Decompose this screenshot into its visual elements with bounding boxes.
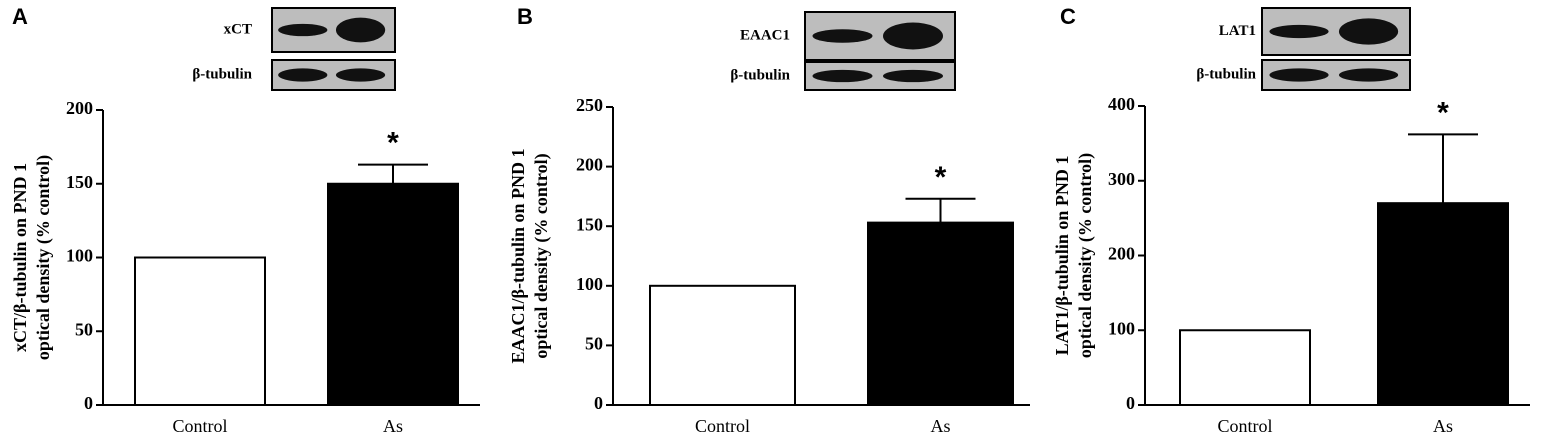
y-axis-label: xCT/β-tubulin on PND 1 <box>10 163 30 352</box>
blot-label: β-tubulin <box>1196 66 1256 82</box>
panel-letter: C <box>1060 4 1076 29</box>
bar <box>134 256 266 406</box>
y-tick-label: 200 <box>1108 244 1135 264</box>
significance-marker: * <box>1437 96 1449 129</box>
blot-label: xCT <box>224 21 252 37</box>
blot-band <box>812 29 873 43</box>
blot-label: β-tubulin <box>730 67 790 83</box>
y-tick-label: 50 <box>585 334 603 354</box>
blot-band <box>812 69 873 83</box>
blot-band <box>1269 68 1329 82</box>
blot-band <box>883 22 943 50</box>
x-tick-label: Control <box>172 416 227 436</box>
blot-band <box>278 23 328 37</box>
x-tick-label: As <box>1433 416 1453 436</box>
y-tick-label: 0 <box>594 393 603 413</box>
y-tick-label: 400 <box>1108 94 1135 114</box>
panel-letter: B <box>517 4 533 29</box>
bar <box>867 221 1014 406</box>
bar <box>1377 202 1509 406</box>
error-bar <box>905 197 976 223</box>
blot-band <box>1338 18 1399 45</box>
y-tick-label: 100 <box>1108 318 1135 338</box>
y-tick-label: 100 <box>576 274 603 294</box>
blot-band <box>1269 24 1329 39</box>
blot-band <box>278 68 328 82</box>
panel-letter: A <box>12 4 28 29</box>
bar <box>1179 329 1311 406</box>
y-axis-label: optical density (% control) <box>1075 153 1096 358</box>
bar <box>327 182 459 406</box>
y-axis-label: optical density (% control) <box>531 153 552 358</box>
y-tick-label: 50 <box>75 319 93 339</box>
blot-band <box>335 68 386 82</box>
x-tick-label: Control <box>695 416 750 436</box>
y-tick-label: 0 <box>1126 393 1135 413</box>
bar <box>649 284 796 406</box>
blot-label: LAT1 <box>1219 23 1256 39</box>
x-tick-label: As <box>383 416 403 436</box>
blot-band <box>883 69 943 83</box>
blot-band <box>1338 68 1399 82</box>
error-bar <box>358 163 428 184</box>
y-axis-label: EAAC1/β-tubulin on PND 1 <box>508 148 528 363</box>
y-tick-label: 100 <box>66 246 93 266</box>
y-tick-label: 0 <box>84 393 93 413</box>
y-tick-label: 200 <box>576 155 603 175</box>
significance-marker: * <box>387 127 399 160</box>
y-tick-label: 150 <box>66 172 93 192</box>
blot-label: β-tubulin <box>192 66 252 82</box>
blot-label: EAAC1 <box>740 27 790 43</box>
y-tick-label: 250 <box>576 95 603 115</box>
blot-band <box>335 17 386 43</box>
x-tick-label: As <box>930 416 950 436</box>
y-axis-label: LAT1/β-tubulin on PND 1 <box>1052 156 1072 356</box>
y-tick-label: 200 <box>66 98 93 118</box>
error-bar <box>1408 133 1478 204</box>
significance-marker: * <box>935 161 947 194</box>
y-tick-label: 150 <box>576 214 603 234</box>
y-tick-label: 300 <box>1108 169 1135 189</box>
y-axis-label: optical density (% control) <box>33 155 54 360</box>
x-tick-label: Control <box>1217 416 1272 436</box>
